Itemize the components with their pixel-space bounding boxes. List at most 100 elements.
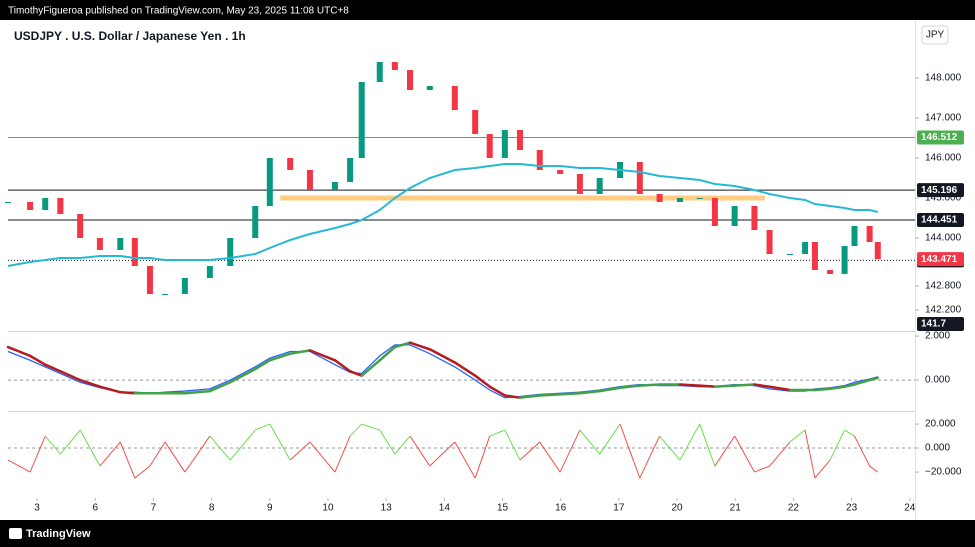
candle [576, 174, 583, 194]
signal-segment [488, 385, 507, 397]
signal-segment [453, 361, 477, 377]
oscillator-segment [844, 429, 855, 437]
signal-segment [733, 383, 756, 387]
candle [266, 158, 273, 206]
candle [786, 254, 793, 255]
oscillator-segment [474, 435, 491, 479]
signal-segment [868, 376, 880, 382]
signal-segment [348, 370, 363, 377]
candle [27, 202, 34, 210]
price-level-label: 144.451 [921, 215, 958, 226]
y-tick-label: −20.000 [925, 467, 962, 478]
x-tick-label: 15 [497, 503, 509, 514]
candle [358, 82, 365, 158]
oscillator-segment [119, 441, 136, 479]
oscillator-segment [29, 435, 46, 473]
oscillator-segment [349, 423, 363, 437]
signal-segment [43, 363, 62, 373]
candle [287, 158, 294, 170]
candle [206, 266, 213, 278]
candle [96, 238, 103, 250]
y-tick-label: 142.800 [925, 281, 962, 292]
oscillator-segment [679, 423, 701, 461]
oscillator-segment [869, 465, 879, 473]
signal-segment [28, 354, 47, 366]
x-tick-label: 20 [671, 503, 683, 514]
last-price-label: 143.471 [921, 254, 958, 265]
signal-segment [268, 352, 292, 362]
oscillator-segment [734, 435, 755, 473]
signal-segment [119, 390, 137, 395]
oscillator-segment [149, 441, 166, 467]
oscillator-segment [7, 459, 31, 473]
signal-segment [308, 349, 337, 362]
oscillator-segment [559, 429, 581, 473]
candle [516, 130, 523, 150]
x-tick-label: 23 [846, 503, 858, 514]
currency[interactable]: JPY [926, 30, 945, 41]
candle [827, 270, 834, 274]
oscillator-segment [99, 441, 121, 467]
candle [486, 134, 493, 158]
y-tick-label: 148.000 [925, 73, 962, 84]
oscillator-segment [44, 435, 61, 455]
candle [472, 110, 479, 134]
signal-segment [618, 384, 642, 390]
candle [181, 278, 188, 294]
y-tick-label: 20.000 [925, 419, 956, 430]
signal-segment [538, 393, 562, 397]
signal-segment [598, 386, 622, 393]
x-tick-label: 8 [209, 503, 215, 514]
signal-segment [428, 348, 457, 364]
oscillator-segment [334, 435, 351, 473]
candle [131, 238, 138, 266]
header-bar [0, 0, 975, 20]
price-level-box [917, 130, 964, 145]
signal-segment [638, 383, 661, 387]
oscillator-segment [269, 423, 291, 461]
candle [162, 294, 169, 295]
candle [557, 170, 564, 174]
oscillator-segment [659, 435, 681, 461]
candle [802, 242, 809, 254]
moving-average [7, 163, 879, 267]
oscillator-segment [134, 465, 151, 479]
oscillator-segment [361, 423, 380, 431]
x-tick-label: 14 [439, 503, 451, 514]
signal-segment [698, 384, 717, 388]
signal-segment [59, 370, 82, 382]
signal-segment [208, 381, 232, 393]
oscillator-segment [539, 441, 561, 473]
oscillator-segment [289, 441, 311, 461]
candle [866, 226, 873, 242]
currency-box[interactable] [921, 25, 949, 45]
oscillator-segment [769, 441, 791, 467]
candle [766, 230, 773, 254]
signal-segment [6, 345, 32, 358]
candle [636, 162, 643, 194]
oscillator-segment [854, 435, 871, 467]
candle [874, 242, 881, 260]
signal-segment [98, 385, 122, 394]
candle [731, 206, 738, 226]
oscillator-segment [429, 441, 456, 467]
signal-segment [713, 384, 736, 388]
candle [376, 62, 383, 82]
price-level-label: 146.512 [921, 132, 958, 143]
signal-segment [254, 359, 272, 371]
signal-segment [768, 385, 792, 392]
oscillator-segment [599, 423, 621, 455]
price-level-box [917, 212, 964, 227]
candle [42, 198, 49, 210]
oscillator-segment [255, 423, 270, 431]
candle [426, 86, 433, 90]
signal-segment [78, 378, 102, 388]
price-level-box [917, 183, 964, 198]
candle [751, 206, 758, 230]
signal-segment [753, 383, 771, 388]
candle [711, 198, 718, 226]
candle [407, 70, 414, 90]
oscillator-segment [59, 429, 81, 455]
candle [331, 182, 338, 190]
